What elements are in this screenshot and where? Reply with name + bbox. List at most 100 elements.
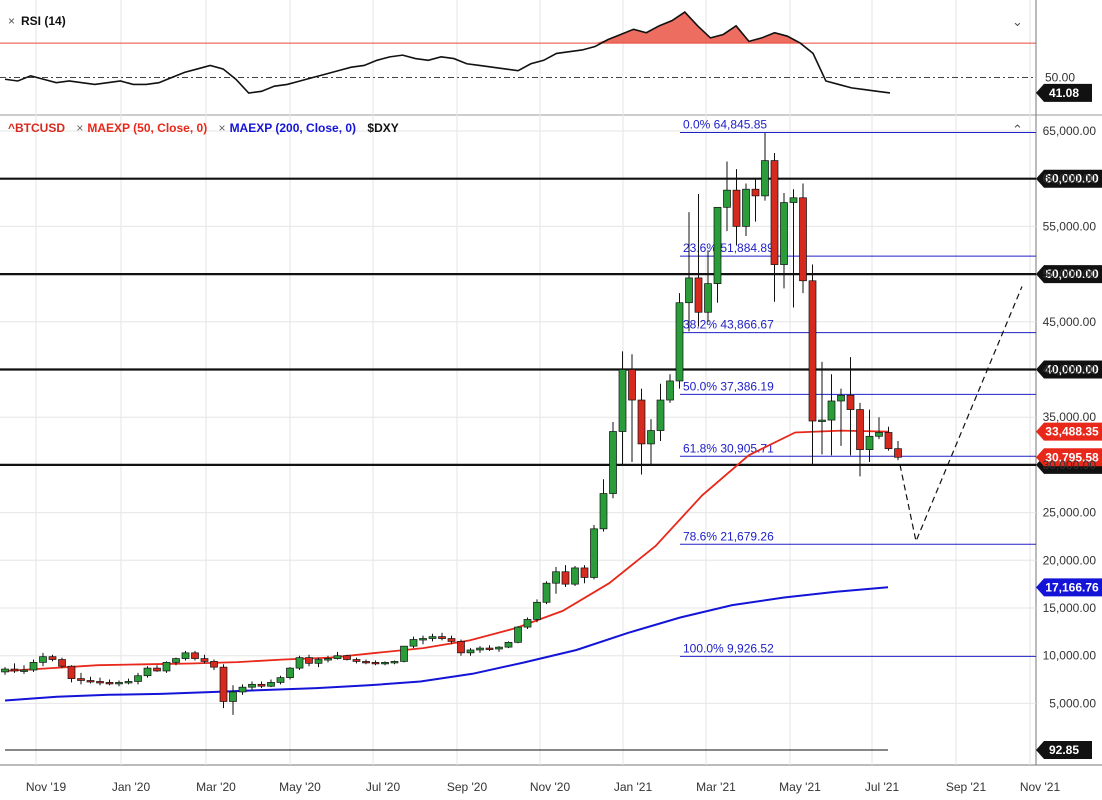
candle xyxy=(267,679,275,688)
candle xyxy=(808,264,817,465)
candle xyxy=(314,657,323,668)
candle xyxy=(219,664,228,709)
level-badge-label: 40,000.00 xyxy=(1045,363,1099,377)
candle-body xyxy=(561,571,570,585)
candle xyxy=(685,212,693,332)
candle-body xyxy=(827,400,836,421)
candle xyxy=(134,672,142,685)
candle-body xyxy=(276,677,285,683)
candle xyxy=(10,663,19,673)
candle xyxy=(105,679,114,686)
candle-body xyxy=(609,431,617,494)
candle xyxy=(333,651,342,660)
candle-body xyxy=(124,681,133,684)
candle-body xyxy=(894,448,902,458)
y-tick-label: 50,000.00 xyxy=(1043,267,1097,281)
candle xyxy=(229,685,237,715)
candle xyxy=(1,667,9,675)
rsi-level-label: 50.00 xyxy=(1045,71,1075,85)
chevron-down-icon[interactable]: ⌄ xyxy=(1012,14,1023,29)
y-tick-label: 25,000.00 xyxy=(1043,506,1097,520)
y-tick-label: 15,000.00 xyxy=(1043,601,1097,615)
candle xyxy=(191,650,199,661)
legend-symbol[interactable]: ^BTCUSD xyxy=(8,121,66,135)
candle-body xyxy=(352,659,361,662)
candle-body xyxy=(295,657,304,669)
legend-ema50[interactable]: MAEXP (50, Close, 0) xyxy=(87,121,208,135)
candle xyxy=(770,152,779,302)
price-badge-label: 30,795.58 xyxy=(1045,450,1099,464)
candle-body xyxy=(143,667,152,677)
candle-body xyxy=(685,277,693,304)
fib-label: 38.2% 43,866.67 xyxy=(683,318,774,332)
candle xyxy=(675,293,684,389)
chevron-up-icon[interactable]: ⌃ xyxy=(1012,122,1023,137)
candle-body xyxy=(656,399,665,431)
candle xyxy=(552,566,560,594)
horizontal-levels: 60,000.00 50,000.00 40,000.00 92.85 xyxy=(0,169,1102,759)
candle xyxy=(647,419,655,465)
candle xyxy=(742,183,750,236)
candle xyxy=(504,641,513,649)
candle-body xyxy=(267,682,275,687)
candle xyxy=(542,581,551,605)
x-tick-label: Jul '20 xyxy=(366,780,401,794)
level-badge xyxy=(1036,265,1102,284)
candle-body xyxy=(770,160,779,265)
ema200-line xyxy=(4,586,889,702)
close-icon[interactable]: × xyxy=(76,121,84,135)
candle xyxy=(276,675,285,685)
close-icon[interactable]: × xyxy=(218,121,226,135)
candle xyxy=(789,189,798,308)
candle xyxy=(286,667,294,680)
candle xyxy=(856,402,864,477)
candle xyxy=(514,626,522,644)
legend-dxy[interactable]: $DXY xyxy=(367,121,399,135)
candle-body xyxy=(552,571,560,584)
candle-body xyxy=(694,277,703,313)
rsi-value-label: 41.08 xyxy=(1049,86,1079,100)
y-tick-label: 5,000.00 xyxy=(1049,696,1096,710)
x-tick-label: Jan '20 xyxy=(112,780,151,794)
candle-body xyxy=(134,675,142,682)
candle xyxy=(846,357,855,456)
x-tick-label: Nov '19 xyxy=(26,780,67,794)
rsi-close-icon[interactable]: × xyxy=(8,14,16,28)
candle-body xyxy=(257,683,266,687)
candle-body xyxy=(713,206,722,284)
rsi-line xyxy=(4,11,891,94)
candle xyxy=(713,206,722,303)
price-badge-label: 17,166.76 xyxy=(1045,580,1099,594)
rsi-overbought-fill xyxy=(5,12,890,44)
candle xyxy=(571,566,579,587)
candle xyxy=(181,650,190,661)
candle xyxy=(438,632,446,641)
candle-body xyxy=(647,430,655,445)
candle-body xyxy=(48,656,57,660)
candle-body xyxy=(210,661,218,668)
legend-ema200[interactable]: MAEXP (200, Close, 0) xyxy=(229,121,357,135)
candle-body xyxy=(1,668,9,673)
candle xyxy=(609,421,617,499)
candle xyxy=(419,635,427,645)
candle xyxy=(162,661,171,673)
candle-body xyxy=(856,409,864,450)
candle-body xyxy=(314,659,323,664)
fib-label: 0.0% 64,845.85 xyxy=(683,117,767,131)
projection-path xyxy=(899,286,1023,544)
candle-body xyxy=(29,662,38,671)
candle xyxy=(343,654,351,661)
candle xyxy=(590,525,598,580)
candle-body xyxy=(637,399,646,445)
candle-body xyxy=(533,601,541,620)
x-tick-label: Sep '21 xyxy=(946,780,987,794)
fibonacci-retracement: 0.0% 64,845.85 23.6% 51,884.89 38.2% 43,86… xyxy=(680,117,1036,657)
candle xyxy=(77,672,85,685)
candle xyxy=(124,678,133,685)
x-tick-label: Sep '20 xyxy=(447,780,488,794)
candle-body xyxy=(884,432,893,450)
candle-body xyxy=(780,202,788,265)
study-legend: ^BTCUSD × MAEXP (50, Close, 0) × MAEXP (20… xyxy=(8,121,407,135)
candle xyxy=(457,639,465,656)
